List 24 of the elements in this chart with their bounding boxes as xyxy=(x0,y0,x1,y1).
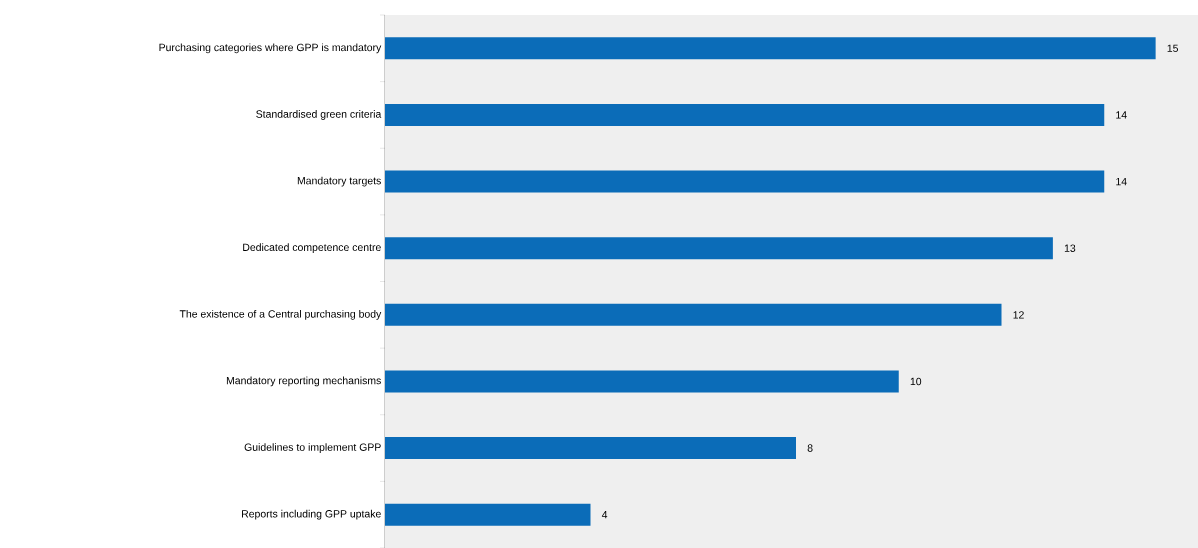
data-label: 12 xyxy=(1013,311,1024,319)
bar xyxy=(385,237,1053,260)
bar xyxy=(385,370,899,393)
bar xyxy=(385,437,796,460)
y-tick-label: Guidelines to implement GPP xyxy=(244,443,381,453)
data-label: 8 xyxy=(807,444,813,452)
y-tick-label: Dedicated competence centre xyxy=(243,243,381,254)
y-tick-label: The existence of a Central purchasing body xyxy=(179,309,382,320)
y-tick-label: Standardised green criteria xyxy=(256,110,382,120)
y-tick-label: Mandatory targets xyxy=(297,176,381,187)
data-label: 13 xyxy=(1064,244,1076,252)
bar xyxy=(385,170,1105,193)
y-tick-label: Purchasing categories where GPP is mandatory xyxy=(159,43,382,54)
bar xyxy=(385,37,1156,60)
y-tick-label: Mandatory reporting mechanisms xyxy=(226,376,381,387)
bar xyxy=(385,303,1002,326)
bar xyxy=(385,503,591,526)
data-label: 10 xyxy=(910,377,922,386)
data-label: 14 xyxy=(1116,111,1127,119)
data-label: 15 xyxy=(1167,44,1179,52)
data-label: 4 xyxy=(601,511,608,519)
data-label: 14 xyxy=(1116,177,1127,186)
bar xyxy=(385,103,1105,126)
y-tick-label: Reports including GPP uptake xyxy=(242,509,381,520)
